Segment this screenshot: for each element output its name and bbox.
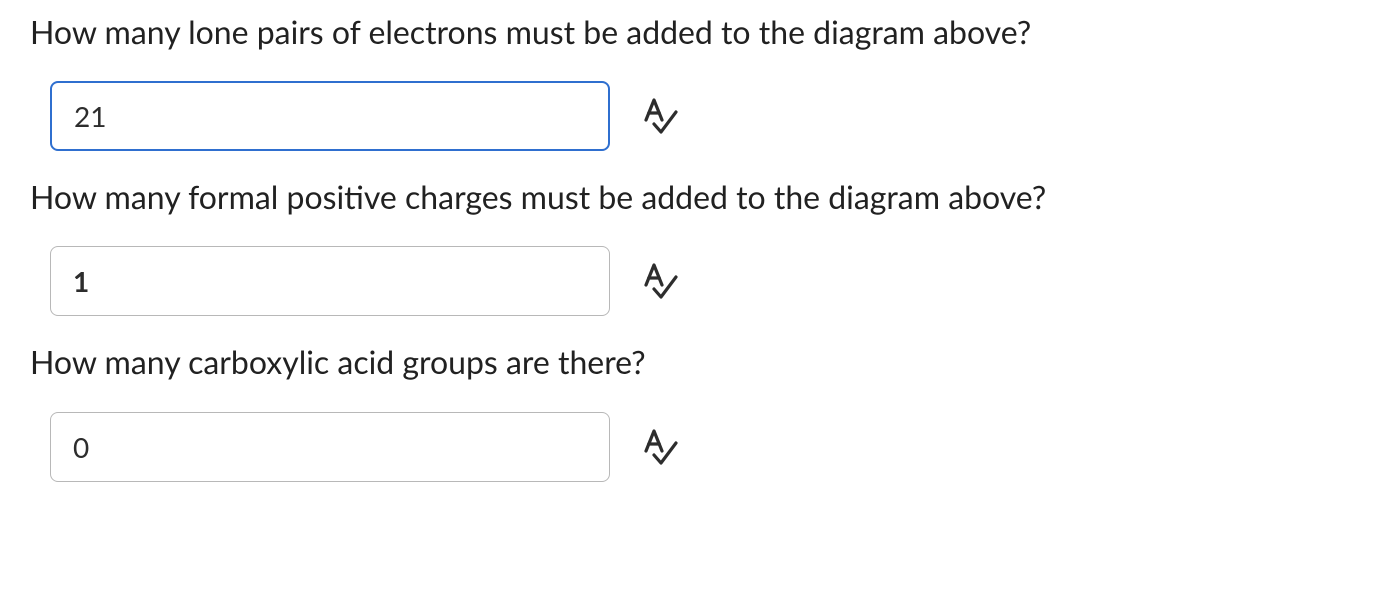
- graded-correct-icon: [638, 427, 678, 467]
- answer-input[interactable]: [50, 412, 610, 482]
- question-block: How many lone pairs of electrons must be…: [30, 10, 1344, 151]
- answer-row: [30, 412, 1344, 482]
- graded-correct-icon: [638, 96, 678, 136]
- question-block: How many carboxylic acid groups are ther…: [30, 340, 1344, 481]
- answer-input[interactable]: [50, 246, 610, 316]
- graded-correct-icon: [638, 261, 678, 301]
- question-prompt: How many lone pairs of electrons must be…: [30, 10, 1344, 53]
- answer-row: [30, 246, 1344, 316]
- answer-input[interactable]: [50, 81, 610, 151]
- answer-row: [30, 81, 1344, 151]
- question-prompt: How many carboxylic acid groups are ther…: [30, 340, 1344, 383]
- question-prompt: How many formal positive charges must be…: [30, 175, 1344, 218]
- question-block: How many formal positive charges must be…: [30, 175, 1344, 316]
- quiz-page: How many lone pairs of electrons must be…: [0, 0, 1374, 536]
